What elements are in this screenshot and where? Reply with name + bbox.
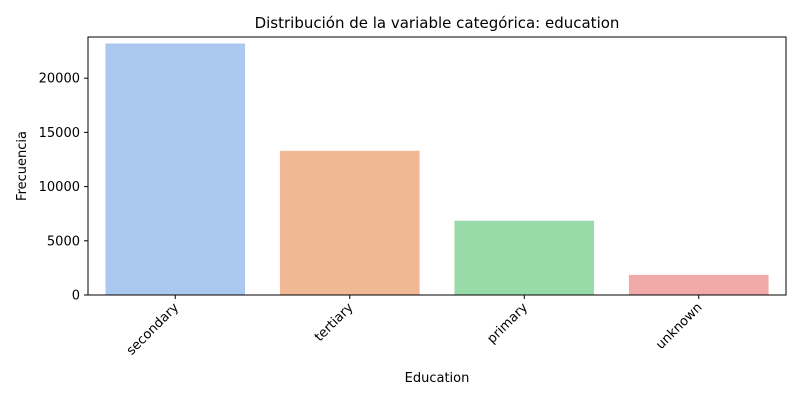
x-tick-label-unknown: unknown: [653, 300, 705, 352]
y-axis-label: Frecuencia: [15, 131, 30, 201]
bar-secondary: [105, 43, 246, 296]
bar-unknown: [628, 274, 769, 295]
chart-title: Distribución de la variable categórica: …: [255, 14, 620, 32]
y-axis: 0 5000 10000 15000 20000: [39, 72, 88, 304]
y-tick-label-5000: 5000: [47, 234, 80, 249]
x-tick-label-tertiary: tertiary: [312, 300, 357, 345]
x-axis: secondary tertiary primary unknown: [124, 295, 706, 358]
plot-frame: [87, 36, 787, 296]
y-tick-label-10000: 10000: [39, 180, 80, 195]
y-tick-label-20000: 20000: [39, 72, 80, 87]
y-tick-label-15000: 15000: [39, 126, 80, 141]
x-tick-label-secondary: secondary: [124, 300, 182, 358]
bar-primary: [454, 220, 595, 295]
bar-tertiary: [279, 150, 420, 295]
x-axis-label: Education: [405, 371, 470, 386]
x-tick-label-primary: primary: [484, 300, 531, 347]
y-tick-label-0: 0: [72, 289, 80, 304]
bars-layer: [105, 43, 769, 296]
